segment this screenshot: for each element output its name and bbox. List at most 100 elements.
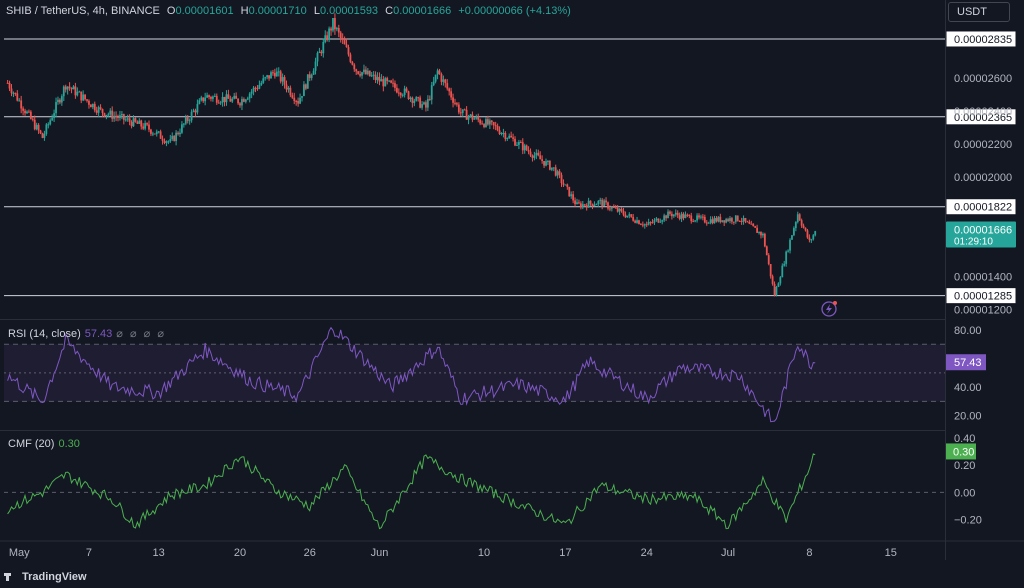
time-tick-label: Jul [721, 547, 735, 559]
candle-body [603, 200, 606, 206]
candle-body [426, 99, 429, 108]
candle-body [368, 70, 371, 77]
candle-body [452, 97, 454, 103]
candle-body [10, 88, 13, 94]
candle-body [272, 72, 274, 74]
candle-body [680, 213, 683, 219]
price-tick-label: 0.00002000 [954, 172, 1012, 184]
candle-body [405, 88, 408, 92]
rsi-legend-icons[interactable]: ⌀ ⌀ ⌀ ⌀ [116, 328, 166, 340]
candle-body [119, 115, 121, 119]
candle-body [262, 78, 265, 83]
candle-body [417, 97, 420, 99]
candle-body [134, 118, 137, 122]
candle-body [196, 103, 199, 113]
candle-body [194, 110, 197, 113]
candle-body [696, 215, 698, 221]
candle-body [345, 44, 348, 48]
candle-body [595, 204, 598, 206]
candle-body [62, 86, 65, 97]
candle-body [670, 213, 673, 217]
candle-body [407, 91, 410, 100]
rsi-legend[interactable]: RSI (14, close) 57.43 ⌀ ⌀ ⌀ ⌀ [8, 327, 166, 340]
candle-body [436, 70, 439, 75]
candle-body [562, 183, 565, 185]
candle-body [144, 123, 147, 129]
price-axis-divider [945, 0, 946, 560]
candle-body [700, 216, 702, 218]
level-price-label-box [945, 287, 1017, 305]
candle-body [37, 124, 40, 131]
candle-body [430, 85, 433, 100]
price-tick-label: 0.00002400 [954, 106, 1012, 118]
candle-body [45, 124, 48, 134]
candle-body [793, 228, 795, 236]
candle-body [459, 112, 462, 114]
candle-body [103, 113, 106, 117]
candle-body [208, 95, 210, 98]
candle-body [719, 216, 722, 222]
time-tick-label: May [9, 547, 30, 559]
candle-body [771, 276, 774, 284]
candle-body [581, 204, 584, 208]
close-value: 0.00001666 [393, 5, 452, 17]
candle-body [740, 221, 743, 223]
candle-body [355, 69, 358, 72]
candle-body [576, 202, 578, 205]
candle-body [736, 215, 739, 221]
candle-body [682, 213, 685, 219]
candle-body [99, 107, 102, 109]
candle-body [306, 74, 309, 89]
candle-body [794, 222, 797, 229]
candle-body [428, 99, 431, 101]
candle-body [237, 98, 239, 104]
candle-body [20, 100, 23, 109]
candle-body [188, 120, 191, 122]
candle-body [138, 120, 141, 124]
lightning-icon[interactable] [826, 304, 832, 314]
candle-body [558, 171, 561, 175]
time-tick-label: 17 [559, 547, 571, 559]
rsi-series-line [7, 326, 816, 423]
candle-body [51, 117, 54, 121]
candle-body [516, 144, 518, 146]
candle-body [589, 200, 592, 204]
candle-body [68, 86, 71, 88]
candle-body [318, 51, 321, 53]
cmf-legend[interactable]: CMF (20) 0.30 [8, 438, 80, 450]
candle-body [72, 86, 75, 90]
alert-icon-circle[interactable] [821, 301, 837, 317]
candle-body [473, 118, 476, 120]
cmf-series-line [7, 453, 816, 530]
candle-body [547, 161, 549, 163]
candle-body [492, 122, 495, 126]
currency-button[interactable]: USDT [948, 2, 1010, 22]
candle-body [231, 98, 234, 102]
tradingview-icon [4, 571, 18, 581]
candle-body [388, 80, 391, 82]
candle-body [378, 76, 381, 82]
candle-body [117, 116, 119, 119]
candle-body [394, 83, 396, 88]
candle-body [796, 214, 799, 223]
candle-body [750, 223, 753, 225]
candle-body [690, 215, 693, 222]
symbol-title[interactable]: SHIB / TetherUS, 4h, BINANCE [6, 5, 160, 17]
candle-body [163, 140, 166, 143]
candle-body [634, 220, 636, 223]
rsi-tick-label: 80.00 [954, 325, 982, 337]
candle-body [60, 96, 63, 103]
candle-body [57, 99, 59, 103]
candle-body [694, 220, 697, 222]
candle-body [273, 72, 276, 77]
candle-body [31, 118, 34, 120]
candle-body [206, 95, 208, 98]
candle-body [541, 159, 544, 162]
candle-body [366, 70, 369, 75]
candle-body [111, 110, 114, 119]
candle-body [806, 230, 809, 238]
high-value: 0.00001710 [248, 5, 307, 17]
candle-body [279, 71, 282, 82]
tradingview-logo[interactable]: TradingView [4, 571, 87, 583]
